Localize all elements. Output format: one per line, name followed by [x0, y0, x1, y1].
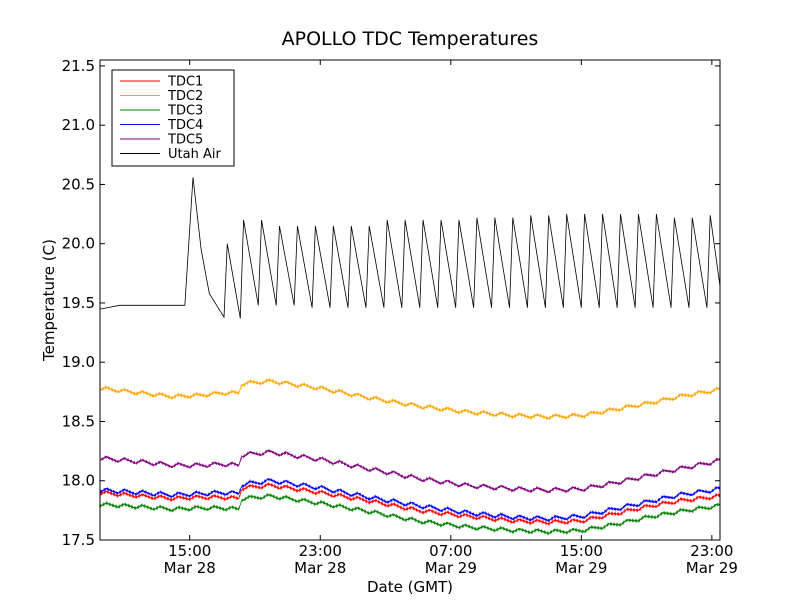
y-tick-label: 20.5 — [62, 175, 95, 193]
legend-label: TDC4 — [167, 118, 203, 133]
legend-label: Utah Air — [168, 147, 221, 162]
y-axis-title: Temperature (C) — [40, 239, 58, 362]
series-line-tdc4 — [100, 477, 720, 523]
y-tick-label: 19.5 — [62, 294, 95, 312]
y-tick-label: 20.0 — [62, 235, 95, 253]
plot-frame — [99, 59, 721, 541]
y-tick-label: 17.5 — [62, 531, 95, 549]
x-tick-label-date: Mar 28 — [164, 559, 216, 577]
x-tick-label-date: Mar 29 — [686, 559, 738, 577]
y-tick-label: 21.5 — [62, 57, 95, 75]
legend-label: TDC2 — [167, 89, 203, 104]
series-line-tdc5 — [100, 448, 720, 495]
legend-label: TDC3 — [167, 104, 203, 119]
y-tick-label: 21.0 — [62, 116, 95, 134]
x-tick-label-time: 15:00 — [168, 542, 211, 560]
x-tick-label-time: 23:00 — [690, 542, 733, 560]
y-tick-label: 18.0 — [62, 472, 95, 490]
series-line-tdc2 — [100, 377, 720, 421]
plot-area — [100, 177, 720, 536]
x-axis-title: Date (GMT) — [367, 578, 453, 596]
series-lines — [100, 177, 720, 536]
x-tick-label-time: 07:00 — [429, 542, 472, 560]
legend-label: TDC5 — [167, 133, 203, 148]
legend-frame — [111, 69, 235, 167]
x-tick-label-date: Mar 28 — [294, 559, 346, 577]
x-tick-label-time: 23:00 — [299, 542, 342, 560]
series-line-tdc1 — [100, 481, 720, 527]
legend-label: TDC1 — [167, 75, 203, 90]
x-tick-label-date: Mar 29 — [425, 559, 477, 577]
y-tick-label: 18.5 — [62, 412, 95, 430]
series-line-tdc3 — [100, 492, 720, 536]
series-line-utah-air — [100, 177, 720, 319]
x-tick-label-date: Mar 29 — [555, 559, 607, 577]
chart-title: APOLLO TDC Temperatures — [282, 28, 539, 50]
x-tick-label-time: 15:00 — [560, 542, 603, 560]
y-axis: 17.5 18.0 18.5 19.0 19.5 20.0 20.5 21.0 21.5 — [62, 57, 720, 549]
y-tick-label: 19.0 — [62, 353, 95, 371]
